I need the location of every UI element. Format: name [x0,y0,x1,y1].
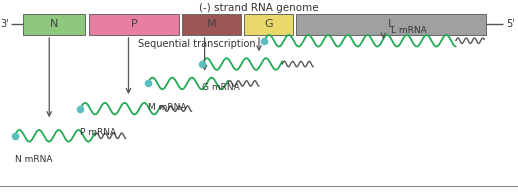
Bar [244,14,293,35]
Text: L: L [388,19,394,29]
Text: 5': 5' [506,19,515,29]
Text: G mRNA: G mRNA [202,83,240,92]
Text: M: M [207,19,217,29]
Bar [89,14,179,35]
Bar [296,14,486,35]
Text: N mRNA: N mRNA [15,155,52,164]
Text: P mRNA: P mRNA [80,128,117,137]
Text: (-) strand RNA genome: (-) strand RNA genome [199,3,319,13]
Text: 3': 3' [0,19,9,29]
Text: Sequential transcription: Sequential transcription [138,39,256,49]
Bar [23,14,85,35]
Text: G: G [264,19,273,29]
Text: M mRNA: M mRNA [148,103,186,112]
Text: P: P [131,19,137,29]
Text: L mRNA: L mRNA [391,26,427,35]
Bar [182,14,241,35]
Text: N: N [50,19,59,29]
